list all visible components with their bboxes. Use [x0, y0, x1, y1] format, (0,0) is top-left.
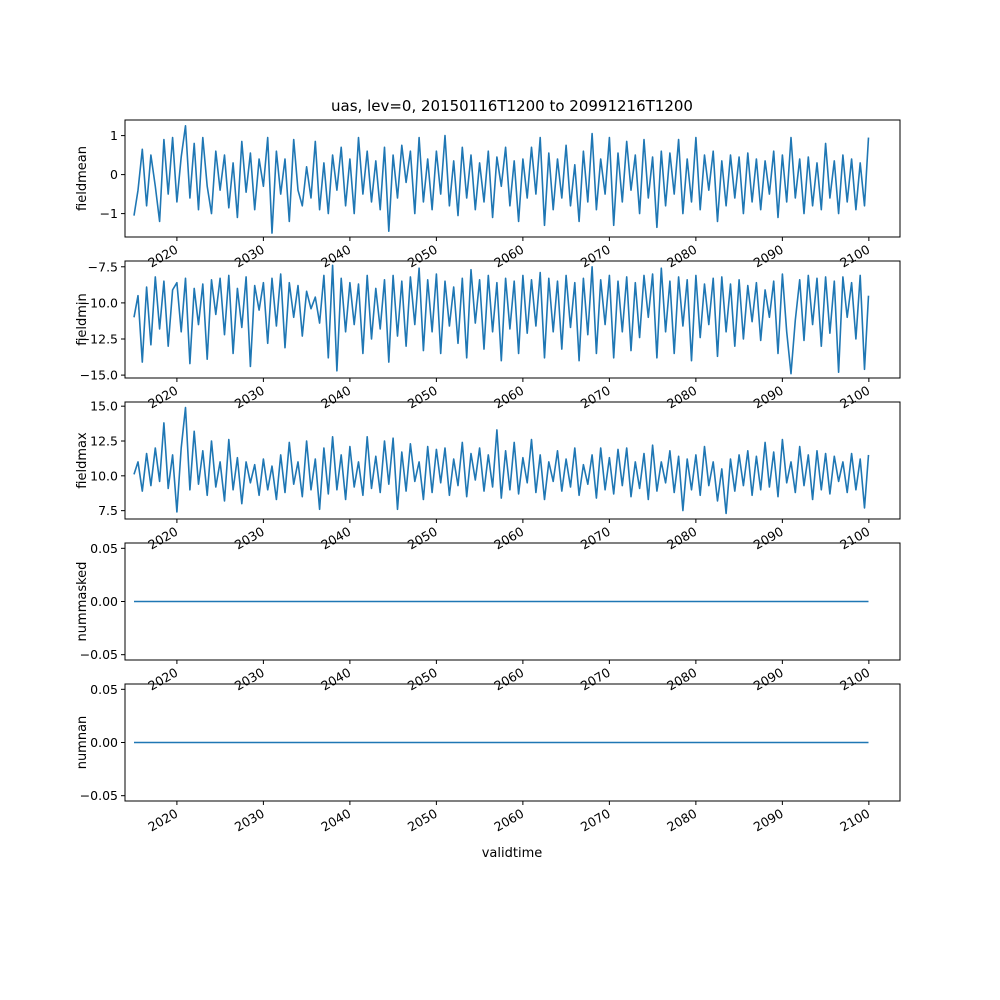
y-tick-label: 10.0: [90, 468, 118, 483]
y-tick-label: 0.00: [90, 735, 118, 750]
y-tick-label: −15.0: [80, 368, 118, 383]
y-tick-label: −0.05: [80, 788, 118, 803]
series-line-fieldmin: [133, 264, 870, 375]
axes-frame-fieldmean: [124, 119, 901, 238]
y-axis-label-fieldmax: fieldmax: [75, 432, 90, 489]
y-tick-label: −0.05: [80, 647, 118, 662]
y-tick-label: 0: [110, 167, 118, 182]
y-axis-label-fieldmean: fieldmean: [75, 146, 90, 211]
y-tick-label: −12.5: [80, 332, 118, 347]
y-tick-label: 7.5: [98, 503, 118, 518]
chart-title: uas, lev=0, 20150116T1200 to 20991216T12…: [331, 97, 693, 115]
axes-frame-fieldmax: [124, 401, 901, 520]
y-tick-label: −10.0: [80, 295, 118, 310]
y-axis-label-fieldmin: fieldmin: [75, 293, 90, 346]
y-tick-label: −1: [100, 206, 118, 221]
y-tick-label: 12.5: [90, 434, 118, 449]
y-tick-label: 0.00: [90, 594, 118, 609]
y-tick-label: 0.05: [90, 541, 118, 556]
axes-frame-numnan: [124, 683, 901, 802]
y-axis-label-numnan: numnan: [75, 716, 90, 770]
y-tick-label: 1: [110, 128, 118, 143]
x-axis-label: validtime: [482, 846, 543, 861]
series-line-fieldmax: [133, 406, 870, 515]
axes-frame-fieldmin: [124, 260, 901, 379]
y-tick-label: 15.0: [90, 399, 118, 414]
y-tick-label: −7.5: [88, 259, 118, 274]
y-tick-label: 0.05: [90, 682, 118, 697]
y-axis-label-nummasked: nummasked: [75, 562, 90, 642]
axes-frame-nummasked: [124, 542, 901, 661]
series-line-fieldmean: [133, 125, 870, 234]
